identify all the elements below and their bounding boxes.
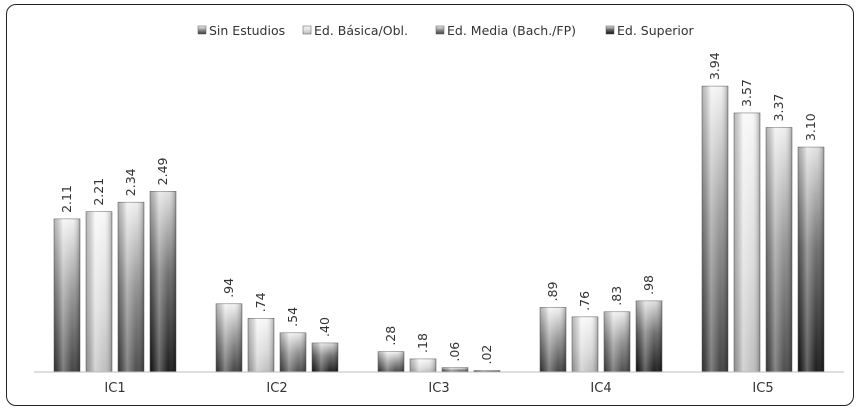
legend-label-sin-estudios: Sin Estudios: [209, 23, 285, 38]
bar-ic2-sin-estudios: [215, 303, 243, 373]
legend: Sin Estudios Ed. Básica/Obl. Ed. Media (Ba…: [197, 23, 695, 38]
bar-ic3-ed-basica-obl: [409, 358, 437, 373]
value-label-ic4-ed-basica-obl: .76: [577, 291, 592, 311]
bar-ic2-ed-media-bach-fp: [279, 332, 307, 373]
value-label-ic2-ed-superior: .40: [317, 317, 332, 337]
legend-label-ed-superior: Ed. Superior: [617, 23, 695, 38]
x-axis-ticks: IC1 IC2 IC3 IC4 IC5: [104, 381, 773, 396]
bar-ic2-ed-basica-obl: [247, 318, 275, 373]
value-label-ic2-ed-media-bach-fp: .54: [285, 307, 300, 327]
x-tick-ic3: IC3: [428, 381, 449, 396]
bar-ic3-ed-media-bach-fp: [441, 367, 469, 373]
x-tick-ic2: IC2: [266, 381, 287, 396]
legend-swatch-ed-basica-obl: [302, 25, 312, 35]
legend-swatch-ed-media-bach-fp: [435, 25, 445, 35]
bar-ic1-ed-basica-obl: [85, 211, 113, 373]
bar-ic5-ed-basica-obl: [733, 112, 761, 373]
value-label-ic4-sin-estudios: .89: [545, 281, 560, 301]
bar-ic5-sin-estudios: [701, 85, 729, 373]
value-labels: 2.11 2.21 2.34 2.49 .94 .74 .54 .40 .28 .18 .06 .02…: [59, 52, 818, 364]
value-label-ic2-sin-estudios: .94: [221, 278, 236, 298]
legend-swatch-sin-estudios: [197, 25, 207, 35]
value-label-ic1-ed-media-bach-fp: 2.34: [123, 168, 138, 196]
x-tick-ic4: IC4: [590, 381, 611, 396]
value-label-ic5-ed-basica-obl: 3.57: [739, 79, 754, 107]
bars: [53, 85, 825, 373]
bar-ic1-ed-superior: [149, 191, 177, 373]
bar-ic5-ed-media-bach-fp: [765, 127, 793, 373]
legend-label-ed-media-bach-fp: Ed. Media (Bach./FP): [447, 23, 576, 38]
value-label-ic4-ed-superior: .98: [641, 275, 656, 295]
value-label-ic1-ed-basica-obl: 2.21: [91, 178, 106, 206]
bar-ic1-sin-estudios: [53, 218, 81, 373]
value-label-ic5-sin-estudios: 3.94: [707, 52, 722, 80]
value-label-ic3-sin-estudios: .28: [383, 326, 398, 346]
value-label-ic3-ed-media-bach-fp: .06: [447, 342, 462, 362]
x-tick-ic1: IC1: [104, 381, 125, 396]
value-label-ic5-ed-media-bach-fp: 3.37: [771, 94, 786, 122]
value-label-ic1-ed-superior: 2.49: [155, 157, 170, 185]
bar-ic4-ed-superior: [635, 300, 663, 373]
value-label-ic1-sin-estudios: 2.11: [59, 185, 74, 213]
bar-ic2-ed-superior: [311, 342, 339, 373]
legend-swatch-ed-superior: [605, 25, 615, 35]
value-label-ic3-ed-basica-obl: .18: [415, 333, 430, 353]
bar-ic1-ed-media-bach-fp: [117, 201, 145, 373]
bar-ic4-sin-estudios: [539, 307, 567, 373]
legend-label-ed-basica-obl: Ed. Básica/Obl.: [314, 23, 408, 38]
value-label-ic2-ed-basica-obl: .74: [253, 292, 268, 312]
bar-ic5-ed-superior: [797, 146, 825, 373]
value-label-ic5-ed-superior: 3.10: [803, 113, 818, 141]
value-label-ic4-ed-media-bach-fp: .83: [609, 286, 624, 306]
value-label-ic3-ed-superior: .02: [479, 345, 494, 365]
bar-ic4-ed-basica-obl: [571, 316, 599, 373]
x-tick-ic5: IC5: [752, 381, 773, 396]
bar-ic4-ed-media-bach-fp: [603, 311, 631, 373]
bar-ic3-sin-estudios: [377, 351, 405, 373]
